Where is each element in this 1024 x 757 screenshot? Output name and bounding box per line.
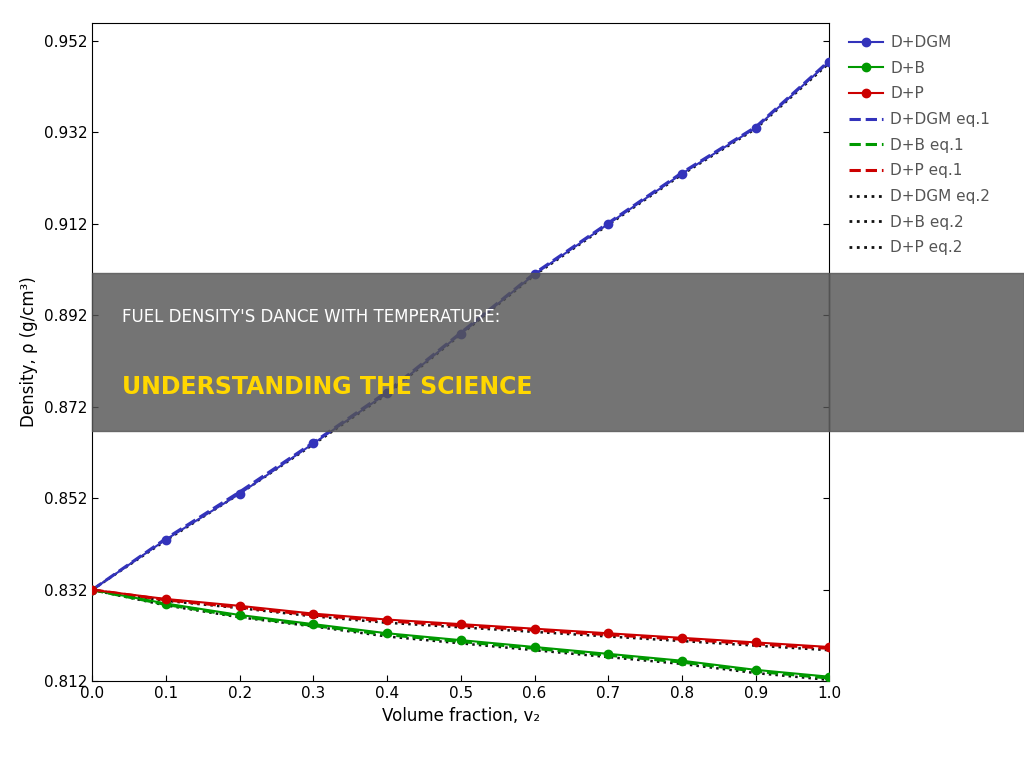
Text: UNDERSTANDING THE SCIENCE: UNDERSTANDING THE SCIENCE [122, 375, 532, 399]
Y-axis label: Density, ρ (g/cm³): Density, ρ (g/cm³) [20, 276, 38, 428]
X-axis label: Volume fraction, v₂: Volume fraction, v₂ [382, 707, 540, 724]
Legend: D+DGM, D+B, D+P, D+DGM eq.1, D+B eq.1, D+P eq.1, D+DGM eq.2, D+B eq.2, D+P eq.2: D+DGM, D+B, D+P, D+DGM eq.1, D+B eq.1, D… [845, 30, 994, 260]
Text: FUEL DENSITY'S DANCE WITH TEMPERATURE:: FUEL DENSITY'S DANCE WITH TEMPERATURE: [122, 308, 500, 326]
